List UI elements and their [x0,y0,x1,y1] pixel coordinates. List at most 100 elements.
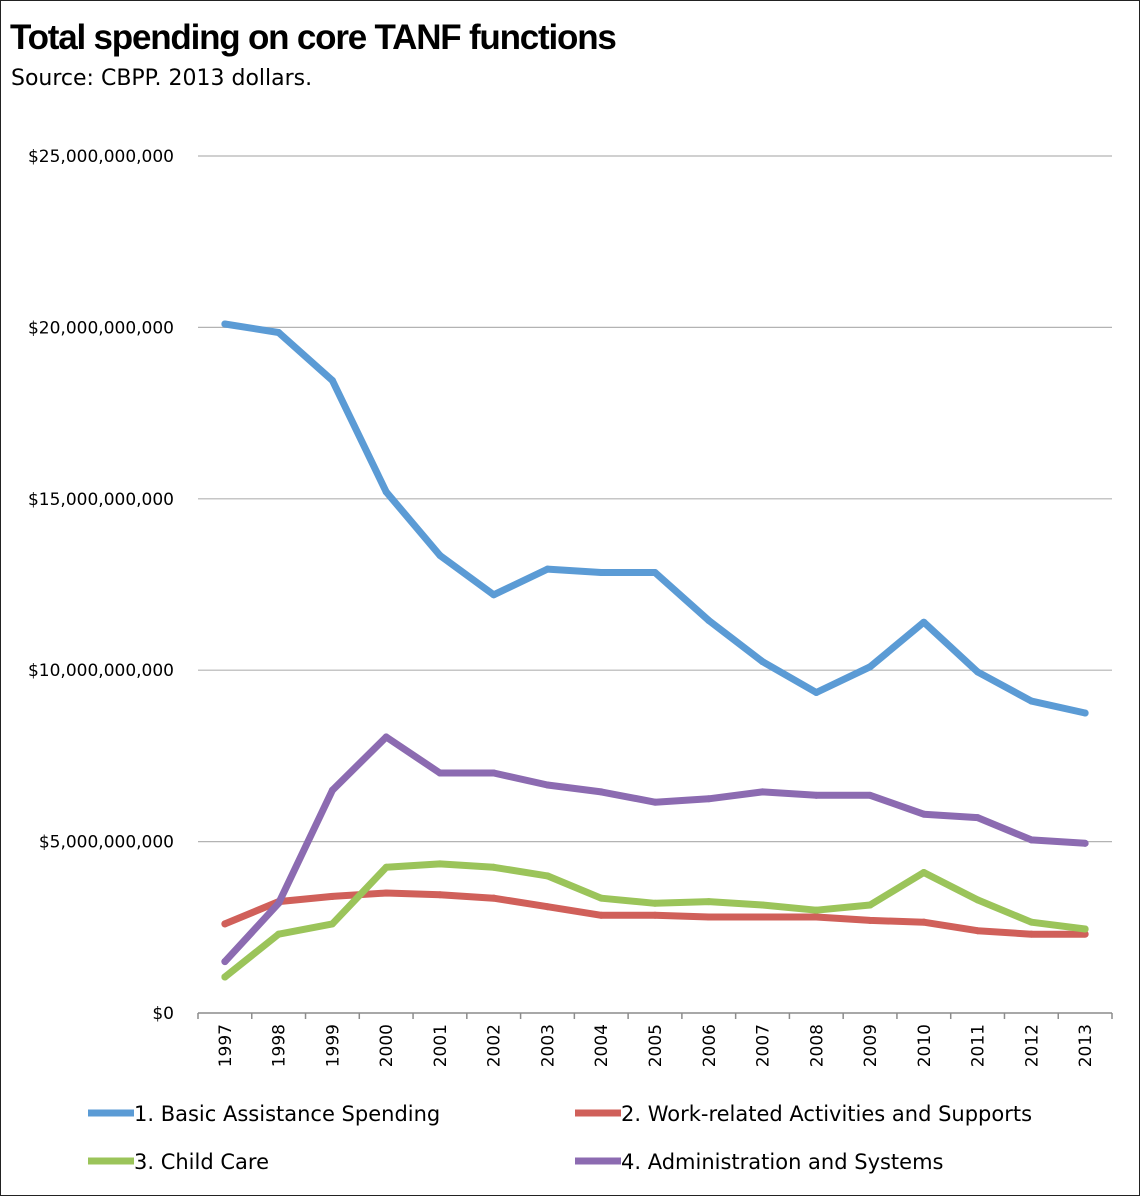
data-point [275,899,283,907]
data-point [382,889,390,897]
data-point [543,781,551,789]
data-point [275,930,283,938]
series-lines [221,320,1089,981]
data-point [1027,918,1035,926]
data-point [275,329,283,337]
data-point [866,901,874,909]
x-tick-label: 2007 [754,1024,774,1067]
data-point [759,788,767,796]
data-point [651,911,659,919]
data-point [1081,930,1089,938]
x-tick-label: 2000 [377,1024,397,1067]
data-point [812,791,820,799]
data-point [1027,930,1035,938]
data-point [597,894,605,902]
x-tick-label: 2013 [1076,1024,1096,1067]
data-point [221,958,229,966]
data-point [920,810,928,818]
x-tick-label: 2004 [592,1024,612,1067]
legend: 1. Basic Assistance Spending 2. Work-rela… [88,1102,1032,1174]
data-point [221,320,229,328]
data-point [920,868,928,876]
data-point [759,658,767,666]
data-point [866,791,874,799]
data-point [866,663,874,671]
data-point [866,916,874,924]
data-point [705,898,713,906]
data-point [759,901,767,909]
legend-label: 4. Administration and Systems [621,1150,944,1174]
data-point [436,860,444,868]
data-point [974,927,982,935]
y-tick-label: $15,000,000,000 [28,490,174,510]
chart-title: Total spending on core TANF functions [10,18,617,57]
data-point [490,863,498,871]
data-point [759,913,767,921]
series-3 [221,860,1089,981]
data-point [597,569,605,577]
x-tick-label: 1999 [323,1024,343,1067]
data-point [436,769,444,777]
data-point [812,913,820,921]
data-point [221,973,229,981]
series-line [221,320,1089,717]
x-tick-label: 2010 [915,1024,935,1067]
y-tick-label: $20,000,000,000 [28,318,174,338]
series-4 [221,733,1089,966]
x-tick-label: 2012 [1022,1024,1042,1067]
data-point [705,913,713,921]
legend-label: 3. Child Care [134,1150,269,1174]
data-point [651,569,659,577]
chart-subtitle: Source: CBPP. 2013 dollars. [11,66,313,91]
series-1 [221,320,1089,717]
x-tick-label: 2006 [700,1024,720,1067]
data-point [812,688,820,696]
data-point [974,896,982,904]
x-axis [197,1012,1113,1019]
x-tick-label: 2008 [807,1024,827,1067]
data-point [1081,839,1089,847]
data-point [597,788,605,796]
x-tick-label: 2005 [646,1024,666,1067]
y-tick-label: $0 [152,1004,174,1024]
data-point [543,565,551,573]
data-point [1081,925,1089,933]
x-tick-label: 2009 [861,1024,881,1067]
data-point [436,551,444,559]
x-tick-label: 1998 [270,1024,290,1067]
y-axis-ticks: $0 $5,000,000,000 $10,000,000,000 $15,000,0… [28,147,174,1024]
gridlines [198,155,1112,843]
data-point [328,377,336,385]
data-point [382,863,390,871]
y-tick-label: $25,000,000,000 [28,147,174,167]
data-point [328,920,336,928]
data-point [328,786,336,794]
y-tick-label: $5,000,000,000 [39,833,174,853]
data-point [597,911,605,919]
data-point [221,920,229,928]
data-point [705,795,713,803]
data-point [920,918,928,926]
x-tick-label: 2011 [969,1024,989,1067]
x-tick-label: 2002 [485,1024,505,1067]
data-point [436,891,444,899]
x-tick-label: 1997 [216,1024,236,1067]
data-point [382,733,390,741]
x-tick-label: 2003 [538,1024,558,1067]
data-point [490,894,498,902]
y-tick-label: $10,000,000,000 [28,661,174,681]
data-point [543,903,551,911]
x-axis-ticks: 1997 1998 1999 2000 2001 2002 2003 2004 2005 2006… [216,1024,1096,1067]
data-point [490,769,498,777]
data-point [543,872,551,880]
data-point [1081,709,1089,717]
data-point [490,591,498,599]
data-point [705,616,713,624]
legend-label: 1. Basic Assistance Spending [134,1102,440,1126]
series-2 [221,889,1089,938]
data-point [328,892,336,900]
data-point [974,668,982,676]
data-point [974,814,982,822]
